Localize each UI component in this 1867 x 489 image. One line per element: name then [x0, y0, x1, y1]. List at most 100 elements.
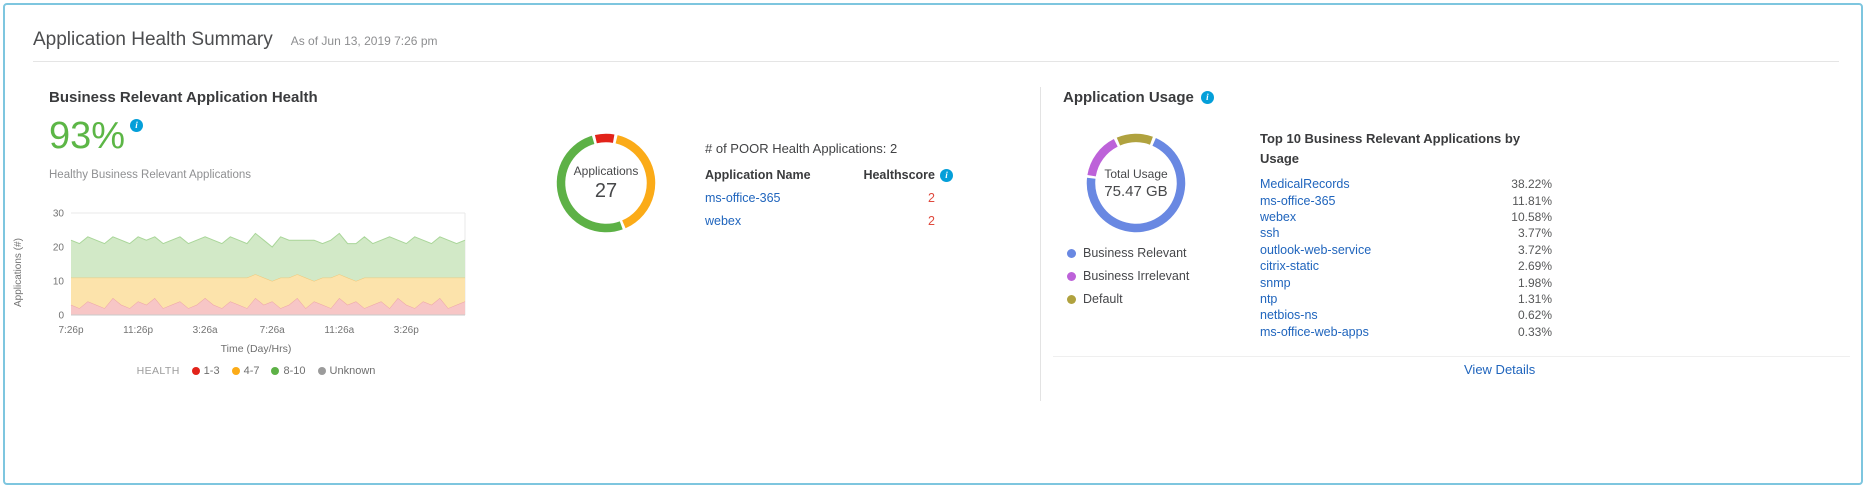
usage-app-name-link[interactable]: snmp [1260, 275, 1291, 290]
usage-legend-item: Default [1067, 292, 1189, 306]
section-divider [1040, 87, 1041, 401]
healthy-percent-block: 93% i [49, 115, 144, 157]
svg-text:10: 10 [53, 277, 65, 288]
usage-app-percent: 2.69% [1517, 259, 1552, 274]
usage-panel-divider [1053, 356, 1850, 357]
svg-text:3:26p: 3:26p [394, 325, 419, 336]
page-title: Application Health Summary [33, 29, 273, 50]
usage-legend-item: Business Relevant [1067, 246, 1189, 260]
chart-x-axis-title: Time (Day/Hrs) [220, 343, 292, 355]
usage-legend-item: Business Irrelevant [1067, 269, 1189, 283]
usage-app-row: MedicalRecords 38.22% [1260, 176, 1552, 192]
top-apps-rows: MedicalRecords 38.22% ms-office-365 11.8… [1260, 176, 1552, 340]
application-health-summary-card: Application Health Summary As of Jun 13,… [3, 3, 1863, 485]
usage-app-name-link[interactable]: ms-office-365 [1260, 193, 1336, 208]
application-name-header: Application Name [705, 168, 811, 182]
poor-app-name-link[interactable]: webex [705, 214, 742, 228]
usage-section-title-row: Application Usage i [1063, 89, 1214, 106]
usage-app-row: ssh 3.77% [1260, 225, 1552, 241]
top-apps-title: Top 10 Business Relevant Applications by… [1260, 131, 1521, 166]
usage-app-name-link[interactable]: webex [1260, 209, 1297, 224]
usage-app-percent: 3.72% [1517, 242, 1552, 257]
legend-color-dot [1067, 294, 1076, 304]
usage-app-percent: 1.31% [1517, 291, 1552, 306]
usage-app-percent: 11.81% [1512, 193, 1552, 208]
poor-apps-panel: # of POOR Health Applications: 2 Applica… [705, 141, 953, 228]
timestamp: As of Jun 13, 2019 7:26 pm [290, 34, 438, 48]
legend-color-dot [191, 367, 200, 375]
usage-app-percent: 1.98% [1517, 275, 1552, 290]
legend-label: Business Irrelevant [1083, 269, 1190, 283]
health-chart-legend: HEALTH 1-3 4-7 8-10 Unknown [41, 365, 471, 377]
applications-donut-chart [556, 133, 656, 233]
usage-section-title: Application Usage [1063, 89, 1194, 106]
usage-app-row: outlook-web-service 3.72% [1260, 242, 1552, 258]
health-legend-item: 1-3 [191, 365, 220, 377]
poor-app-row: webex 2 [705, 214, 953, 228]
usage-app-row: ms-office-web-apps 0.33% [1260, 324, 1552, 340]
usage-donut: Total Usage 75.47 GB [1084, 131, 1188, 235]
poor-app-row: ms-office-365 2 [705, 191, 953, 205]
legend-label: Business Relevant [1083, 246, 1187, 260]
card-header: Application Health Summary As of Jun 13,… [33, 29, 437, 51]
poor-app-name-link[interactable]: ms-office-365 [705, 191, 781, 205]
info-icon[interactable]: i [130, 119, 144, 132]
legend-color-dot [317, 367, 326, 375]
usage-app-percent: 3.77% [1517, 226, 1552, 241]
poor-app-healthscore: 2 [928, 191, 935, 205]
legend-label: 8-10 [283, 365, 306, 377]
health-trend-area-chart: 0 10 20 30 7:26p 11:26p 3:26a 7:26a 11:26a 3:26p [53, 209, 466, 336]
legend-color-dot [1067, 271, 1076, 281]
legend-label: 4-7 [243, 365, 260, 377]
poor-table-rows: ms-office-365 2 webex 2 [705, 191, 953, 228]
svg-text:20: 20 [53, 243, 65, 254]
health-legend-title: HEALTH [136, 365, 180, 377]
svg-text:7:26a: 7:26a [260, 325, 285, 336]
legend-label: Unknown [329, 365, 376, 377]
usage-app-name-link[interactable]: outlook-web-service [1260, 242, 1372, 257]
usage-app-row: ms-office-365 11.81% [1260, 192, 1552, 208]
info-icon[interactable]: i [1200, 91, 1214, 104]
usage-app-percent: 0.62% [1517, 308, 1552, 323]
usage-app-name-link[interactable]: citrix-static [1260, 259, 1320, 274]
usage-app-percent: 38.22% [1511, 177, 1552, 192]
usage-app-name-link[interactable]: netbios-ns [1260, 308, 1318, 323]
usage-app-row: netbios-ns 0.62% [1260, 307, 1552, 323]
legend-color-dot [231, 367, 240, 375]
poor-apps-title: # of POOR Health Applications: 2 [705, 141, 898, 156]
top-apps-panel: Top 10 Business Relevant Applications by… [1260, 129, 1552, 340]
legend-color-dot [271, 367, 280, 375]
usage-app-row: ntp 1.31% [1260, 291, 1552, 307]
svg-text:0: 0 [58, 311, 64, 322]
usage-donut-chart [1086, 133, 1186, 233]
svg-text:7:26p: 7:26p [58, 325, 83, 336]
usage-app-row: citrix-static 2.69% [1260, 258, 1552, 274]
usage-app-row: snmp 1.98% [1260, 274, 1552, 290]
health-legend-item: 8-10 [271, 365, 306, 377]
healthscore-header: Healthscore [863, 168, 935, 182]
usage-app-name-link[interactable]: ms-office-web-apps [1260, 324, 1369, 339]
svg-text:3:26a: 3:26a [193, 325, 218, 336]
svg-text:11:26p: 11:26p [123, 325, 153, 336]
chart-y-axis-title: Applications (#) [13, 238, 24, 307]
legend-label: Default [1083, 292, 1123, 306]
usage-app-percent: 10.58% [1511, 209, 1552, 224]
usage-app-row: webex 10.58% [1260, 209, 1552, 225]
usage-app-name-link[interactable]: MedicalRecords [1260, 177, 1350, 192]
health-legend-item: 4-7 [231, 365, 260, 377]
legend-color-dot [1067, 248, 1076, 258]
usage-app-name-link[interactable]: ntp [1260, 291, 1278, 306]
applications-donut: Applications 27 [554, 131, 658, 235]
health-legend-items: 1-3 4-7 8-10 Unknown [191, 365, 376, 377]
view-details-link[interactable]: View Details [1464, 362, 1536, 377]
header-divider [33, 61, 1839, 62]
usage-app-name-link[interactable]: ssh [1260, 226, 1280, 241]
healthy-percent-value: 93% [49, 115, 126, 157]
svg-text:30: 30 [53, 209, 65, 220]
poor-table-header: Application Name Healthscore i [705, 168, 953, 182]
health-legend-item: Unknown [317, 365, 376, 377]
poor-app-healthscore: 2 [928, 214, 935, 228]
legend-label: 1-3 [203, 365, 220, 377]
svg-text:11:26a: 11:26a [324, 325, 354, 336]
info-icon[interactable]: i [940, 168, 953, 182]
